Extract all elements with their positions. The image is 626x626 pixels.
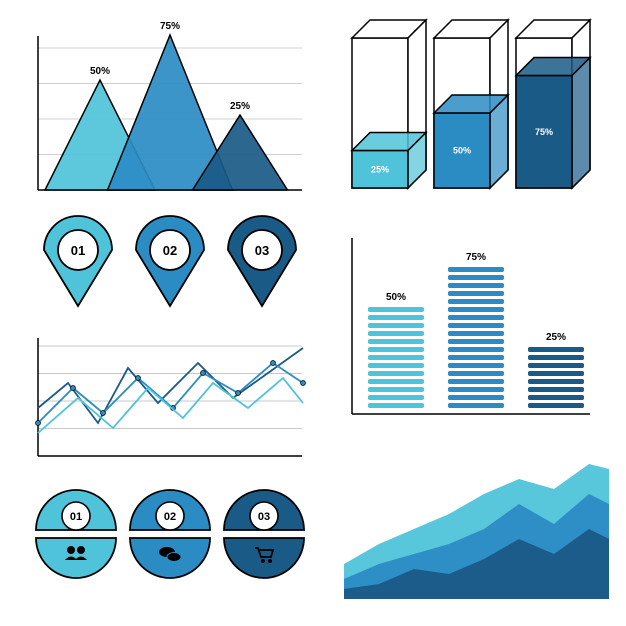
bars-3d: 25% 50% 75% [340,18,600,198]
svg-text:25%: 25% [546,332,566,343]
mountain-svg: 50% 75% 25% [30,18,310,198]
svg-text:75%: 75% [160,21,180,32]
svg-text:02: 02 [164,511,176,523]
pin-number: 02 [163,243,177,258]
area-svg [340,444,610,604]
svg-text:50%: 50% [453,146,471,156]
line-chart [30,328,310,468]
segmented-bars: 50% 75% 25% [340,228,600,428]
pin-number: 01 [71,243,85,258]
svg-text:01: 01 [70,511,82,523]
mountain-chart: 50% 75% 25% [30,18,310,198]
area-chart [340,444,610,604]
svg-text:75%: 75% [535,127,553,137]
pin-markers: 01 02 03 [30,214,310,314]
pin-number: 03 [255,243,269,258]
svg-text:25%: 25% [371,164,389,174]
semis-svg: 01 02 03 [30,486,310,596]
linechart-svg [30,328,310,468]
bars3d-svg: 25% 50% 75% [340,18,600,203]
svg-text:50%: 50% [386,292,406,303]
segbars-svg: 50% 75% 25% [340,228,600,428]
svg-text:50%: 50% [90,66,110,77]
svg-text:75%: 75% [466,252,486,263]
semicircle-icons: 01 02 03 [30,486,310,596]
svg-text:03: 03 [258,511,270,523]
svg-text:25%: 25% [230,101,250,112]
pins-svg: 01 02 03 [30,214,310,314]
